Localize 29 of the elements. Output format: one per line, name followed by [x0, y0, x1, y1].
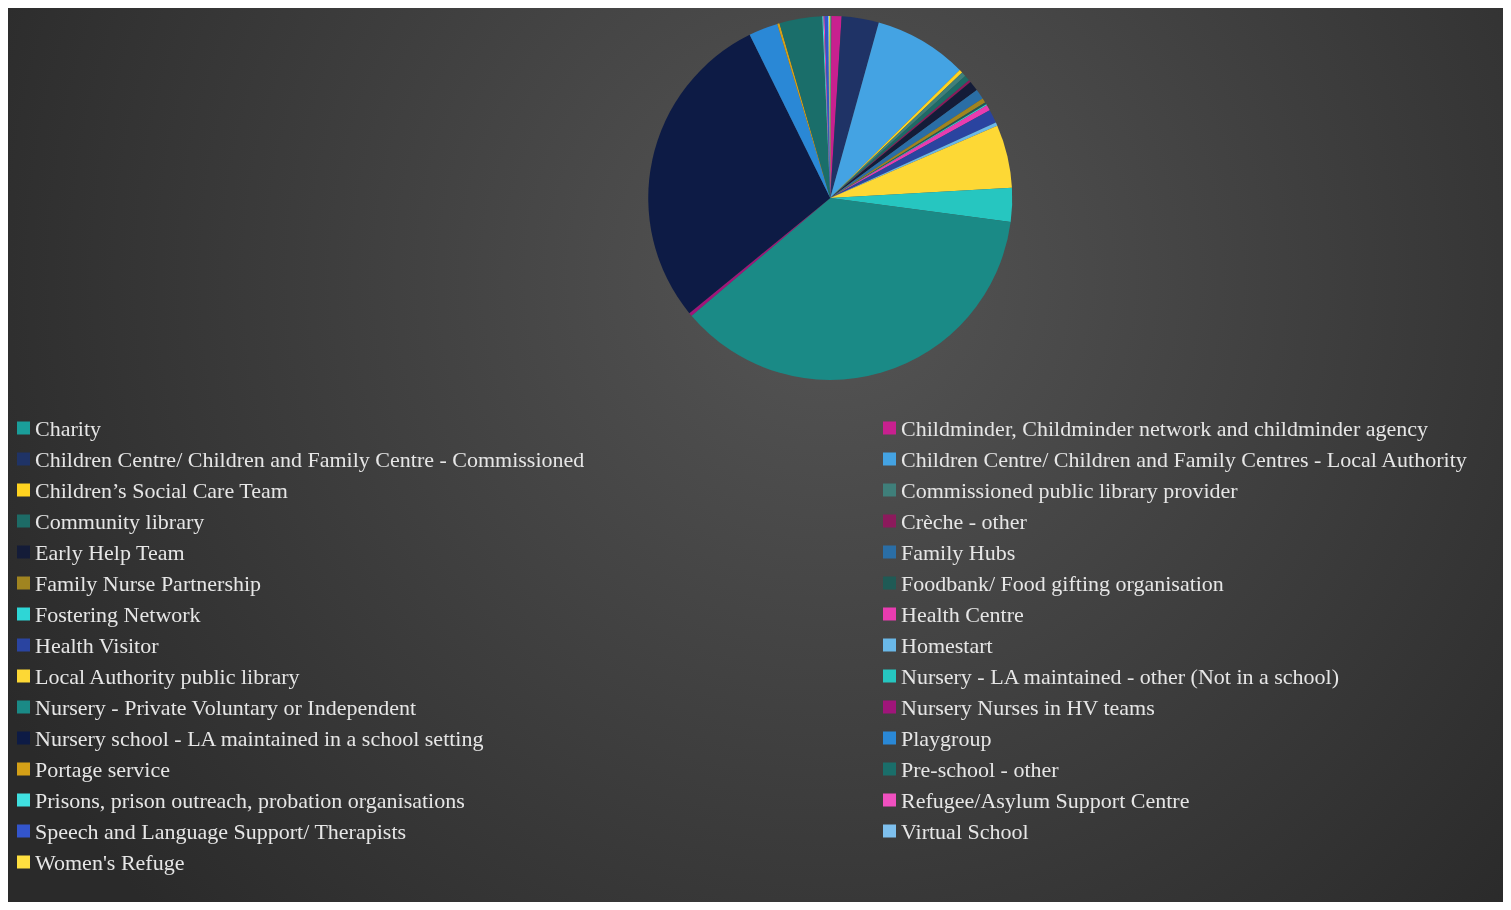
legend-label: Women's Refuge: [35, 849, 185, 875]
legend-label: Playgroup: [901, 725, 992, 751]
legend-label: Pre-school - other: [901, 756, 1060, 782]
legend-label: Crèche - other: [901, 508, 1028, 534]
legend-label: Homestart: [901, 632, 993, 658]
legend-label: Foodbank/ Food gifting organisation: [901, 570, 1224, 596]
legend-label: Childminder, Childminder network and childminder agency: [901, 415, 1429, 441]
legend-label: Nursery school - LA maintained in a school setting: [35, 725, 484, 751]
legend-label: Speech and Language Support/ Therapists: [35, 818, 407, 844]
legend-label: Local Authority public library: [35, 663, 300, 689]
legend-label: Charity: [35, 415, 101, 441]
legend-label: Fostering Network: [35, 601, 201, 627]
legend-label: Family Hubs: [901, 539, 1016, 565]
legend-label: Children’s Social Care Team: [35, 477, 288, 503]
legend-label: Nursery - Private Voluntary or Independent: [35, 694, 417, 720]
legend-label: Health Centre: [901, 601, 1024, 627]
legend-label: Early Help Team: [35, 539, 185, 565]
legend-label: Prisons, prison outreach, probation organisations: [35, 787, 465, 813]
legend-label: Portage service: [35, 756, 170, 782]
legend-label: Nursery Nurses in HV teams: [901, 694, 1155, 720]
legend-label: Commissioned public library provider: [901, 477, 1239, 503]
legend-label: Family Nurse Partnership: [35, 570, 262, 596]
legend-label: Health Visitor: [35, 632, 160, 658]
legend-label: Nursery - LA maintained - other (Not in a school): [901, 663, 1340, 689]
legend-label: Children Centre/ Children and Family Centres - Local Authority: [901, 446, 1467, 472]
legend-label: Children Centre/ Children and Family Centre - Commissioned: [35, 446, 585, 472]
legend-label: Community library: [35, 508, 205, 534]
legend-label: Refugee/Asylum Support Centre: [901, 787, 1190, 813]
legend-label: Virtual School: [901, 818, 1029, 844]
